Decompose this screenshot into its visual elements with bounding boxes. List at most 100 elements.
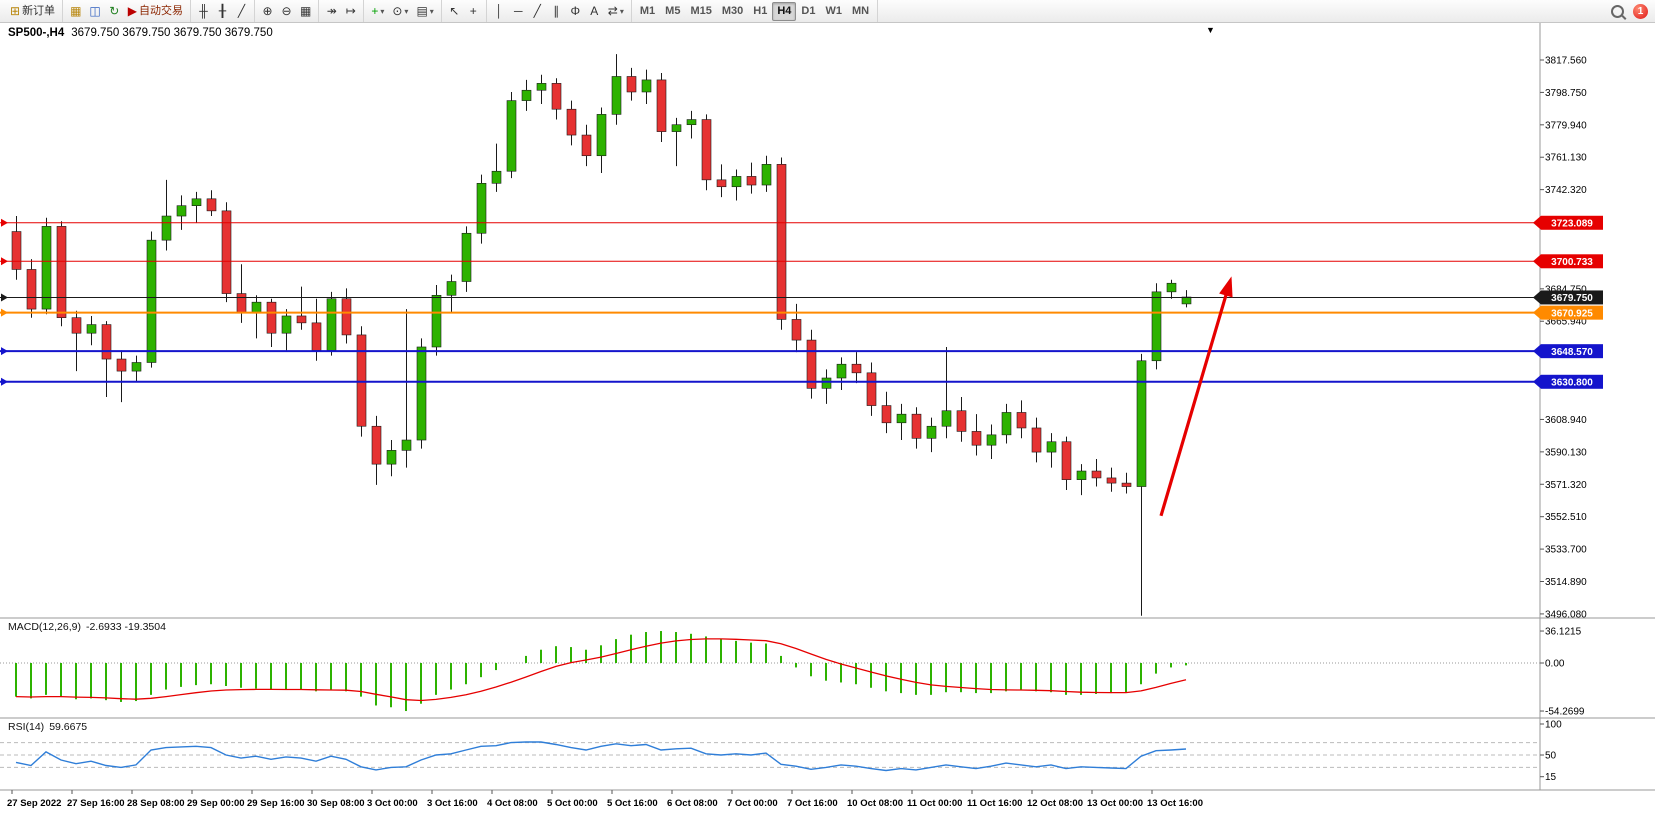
tf-m15[interactable]: M15 bbox=[685, 2, 716, 21]
crosshair-icon[interactable]: + bbox=[464, 2, 483, 21]
chart-type-group: ╫ ╂ ╱ bbox=[191, 0, 255, 22]
new-order-button[interactable]: ⊞ 新订单 bbox=[6, 2, 59, 21]
timeframe-group: M1 M5 M15 M30 H1 H4 D1 W1 MN bbox=[632, 0, 879, 22]
chevron-down-icon: ▾ bbox=[380, 6, 385, 16]
macd-pane: 36.1215 0.00 -54.2699 bbox=[0, 627, 1585, 718]
svg-text:3670.925: 3670.925 bbox=[1551, 308, 1593, 319]
channel-icon[interactable]: ∥ bbox=[547, 2, 566, 21]
add-indicator-icon[interactable]: + ▾ bbox=[367, 2, 388, 21]
tf-w1[interactable]: W1 bbox=[820, 2, 847, 21]
vertical-line-icon: │ bbox=[495, 4, 504, 18]
tf-d1[interactable]: D1 bbox=[796, 2, 820, 21]
search-icon[interactable] bbox=[1611, 4, 1624, 18]
chart-title: SP500-,H4 3679.750 3679.750 3679.750 367… bbox=[8, 27, 273, 39]
svg-text:36.1215: 36.1215 bbox=[1545, 627, 1582, 638]
tf-h4[interactable]: H4 bbox=[772, 1, 797, 21]
auto-scroll-icon: ↠ bbox=[326, 4, 337, 18]
new-order-icon: ⊞ bbox=[10, 4, 21, 18]
svg-text:29 Sep 16:00: 29 Sep 16:00 bbox=[247, 798, 305, 809]
template-icon: ▤ bbox=[416, 4, 428, 18]
text-icon[interactable]: A bbox=[585, 2, 604, 21]
tile-windows-icon[interactable]: ▦ bbox=[296, 2, 315, 21]
price-axis[interactable]: 3817.560 3798.750 3779.940 3761.130 3742.320… bbox=[1540, 56, 1587, 621]
auto-scroll-icon[interactable]: ↠ bbox=[322, 2, 341, 21]
zoom-group: ⊕ ⊖ ▦ bbox=[255, 0, 320, 22]
refresh-icon[interactable]: ↻ bbox=[105, 2, 124, 21]
svg-text:0.00: 0.00 bbox=[1545, 659, 1565, 670]
candlestick-chart-icon[interactable]: ╂ bbox=[213, 2, 232, 21]
order-group: ⊞ 新订单 bbox=[3, 0, 64, 22]
insert-group: + ▾ ⊙ ▾ ▤ ▾ bbox=[364, 0, 442, 22]
svg-text:5 Oct 00:00: 5 Oct 00:00 bbox=[547, 798, 598, 809]
chart-window: 3817.560 3798.750 3779.940 3761.130 3742.320… bbox=[0, 23, 1655, 825]
arrows-icon[interactable]: ⇄ ▾ bbox=[604, 2, 628, 21]
time-axis[interactable]: 27 Sep 2022 27 Sep 16:00 28 Sep 08:00 29 Se… bbox=[7, 790, 1203, 809]
svg-text:12 Oct 08:00: 12 Oct 08:00 bbox=[1027, 798, 1083, 809]
template-icon[interactable]: ▤ ▾ bbox=[412, 2, 437, 21]
trendline-icon: ╱ bbox=[533, 4, 541, 18]
svg-text:3679.750: 3679.750 bbox=[1551, 293, 1593, 304]
trendline-icon[interactable]: ╱ bbox=[528, 2, 547, 21]
line-chart-icon: ╱ bbox=[237, 4, 246, 18]
macd-histogram bbox=[15, 631, 1187, 712]
svg-text:3590.130: 3590.130 bbox=[1545, 447, 1587, 458]
tile-windows-icon: ▦ bbox=[299, 4, 312, 18]
notification-badge[interactable]: 1 bbox=[1633, 3, 1648, 19]
new-chart-icon: ▦ bbox=[70, 4, 82, 18]
profiles-icon[interactable]: ◫ bbox=[85, 2, 104, 21]
svg-text:100: 100 bbox=[1545, 720, 1562, 731]
svg-text:10 Oct 08:00: 10 Oct 08:00 bbox=[847, 798, 903, 809]
svg-text:3817.560: 3817.560 bbox=[1545, 56, 1587, 67]
macd-values: -2.6933 -19.3504 bbox=[85, 621, 166, 633]
svg-text:29 Sep 00:00: 29 Sep 00:00 bbox=[187, 798, 245, 809]
trend-arrow-annotation[interactable] bbox=[1159, 276, 1233, 517]
zoom-out-icon: ⊖ bbox=[281, 4, 292, 18]
fibonacci-icon[interactable]: Φ bbox=[566, 2, 585, 21]
quote-values: 3679.750 3679.750 3679.750 3679.750 bbox=[71, 27, 273, 39]
period-icon: ⊙ bbox=[392, 4, 403, 18]
rsi-title: RSI(14) bbox=[8, 721, 45, 733]
rsi-indicator-label: RSI(14) 59.6675 bbox=[8, 721, 87, 733]
chart-shift-icon: ↦ bbox=[345, 4, 356, 18]
svg-text:3742.320: 3742.320 bbox=[1545, 185, 1587, 196]
zoom-out-icon[interactable]: ⊖ bbox=[277, 2, 296, 21]
tf-m1[interactable]: M1 bbox=[635, 2, 660, 21]
tf-m5[interactable]: M5 bbox=[660, 2, 685, 21]
vertical-line-icon[interactable]: │ bbox=[490, 2, 509, 21]
chart-canvas[interactable]: 3817.560 3798.750 3779.940 3761.130 3742.320… bbox=[0, 23, 1655, 825]
tf-mn[interactable]: MN bbox=[847, 2, 874, 21]
svg-text:15: 15 bbox=[1545, 772, 1557, 783]
new-chart-icon[interactable]: ▦ bbox=[66, 2, 85, 21]
svg-text:3 Oct 00:00: 3 Oct 00:00 bbox=[367, 798, 418, 809]
svg-text:7 Oct 16:00: 7 Oct 16:00 bbox=[787, 798, 838, 809]
bar-chart-icon[interactable]: ╫ bbox=[194, 2, 213, 21]
tf-mn-label: MN bbox=[851, 4, 870, 17]
svg-text:3571.320: 3571.320 bbox=[1545, 480, 1587, 491]
zoom-in-icon[interactable]: ⊕ bbox=[258, 2, 277, 21]
tf-m30[interactable]: M30 bbox=[717, 2, 748, 21]
svg-text:13 Oct 16:00: 13 Oct 16:00 bbox=[1147, 798, 1203, 809]
window-menu-icon[interactable]: ▼ bbox=[1206, 25, 1215, 35]
chart-shift-icon[interactable]: ↦ bbox=[341, 2, 360, 21]
tf-h1[interactable]: H1 bbox=[748, 2, 772, 21]
macd-title: MACD(12,26,9) bbox=[8, 621, 81, 633]
horizontal-lines[interactable] bbox=[0, 218, 1540, 386]
svg-text:5 Oct 16:00: 5 Oct 16:00 bbox=[607, 798, 658, 809]
svg-text:6 Oct 08:00: 6 Oct 08:00 bbox=[667, 798, 718, 809]
line-chart-icon[interactable]: ╱ bbox=[232, 2, 251, 21]
svg-text:3700.733: 3700.733 bbox=[1551, 257, 1593, 268]
tf-m15-label: M15 bbox=[690, 4, 712, 17]
rsi-value: 59.6675 bbox=[49, 721, 88, 733]
autotrading-button[interactable]: ▶ 自动交易 bbox=[124, 2, 187, 21]
window-group: ▦ ◫ ↻ ▶ 自动交易 bbox=[63, 0, 191, 22]
new-order-button-label: 新订单 bbox=[22, 4, 56, 17]
fibonacci-icon: Φ bbox=[570, 4, 581, 18]
svg-text:3533.700: 3533.700 bbox=[1545, 545, 1587, 556]
svg-text:3684.750: 3684.750 bbox=[1545, 284, 1587, 295]
cursor-icon[interactable]: ↖ bbox=[445, 2, 464, 21]
horizontal-line-icon[interactable]: ─ bbox=[509, 2, 528, 21]
period-icon[interactable]: ⊙ ▾ bbox=[388, 2, 412, 21]
tf-d1-label: D1 bbox=[801, 4, 816, 17]
svg-text:3761.130: 3761.130 bbox=[1545, 153, 1587, 164]
